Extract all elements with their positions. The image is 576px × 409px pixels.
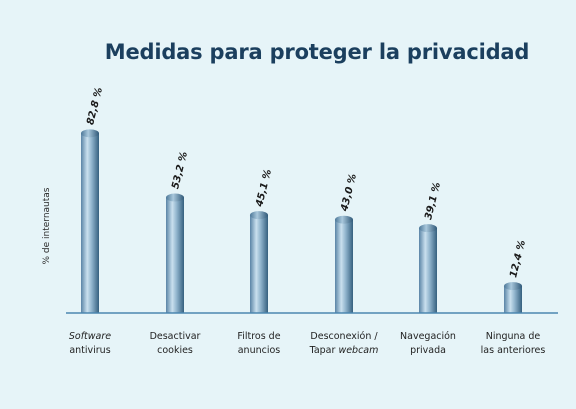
bar bbox=[81, 129, 99, 313]
bar-body bbox=[504, 286, 522, 313]
bar bbox=[504, 282, 522, 313]
data-label: 12,4 % bbox=[508, 239, 528, 279]
category-label: Tapar webcam bbox=[309, 345, 379, 356]
bar bbox=[166, 193, 184, 313]
bar bbox=[250, 211, 268, 313]
category-label: Desconexión / bbox=[310, 331, 378, 342]
category-label: Software bbox=[69, 331, 111, 342]
category-label: privada bbox=[410, 345, 446, 356]
bar-cap bbox=[419, 224, 437, 233]
chart-title: Medidas para proteger la privacidad bbox=[104, 40, 530, 64]
bar-body bbox=[335, 219, 353, 313]
bar-cap bbox=[250, 211, 268, 220]
category-label: las anteriores bbox=[481, 345, 546, 356]
bar-cap bbox=[335, 215, 353, 224]
category-label: Desactivar bbox=[150, 331, 201, 342]
bar bbox=[335, 215, 353, 313]
data-label: 82,8 % bbox=[85, 86, 105, 126]
category-label: cookies bbox=[157, 345, 193, 356]
category-label: Filtros de bbox=[237, 331, 280, 342]
bar-body bbox=[250, 215, 268, 313]
bar-body bbox=[419, 228, 437, 313]
category-label: Navegación bbox=[400, 331, 456, 342]
bar-cap bbox=[81, 129, 99, 138]
bar-cap bbox=[166, 193, 184, 202]
bar-cap bbox=[504, 282, 522, 291]
category-label: Ninguna de bbox=[486, 331, 541, 342]
category-label: antivirus bbox=[69, 345, 110, 356]
data-label: 53,2 % bbox=[170, 151, 190, 191]
data-label: 39,1 % bbox=[423, 181, 443, 221]
category-label: anuncios bbox=[238, 345, 281, 356]
data-label: 43,0 % bbox=[339, 173, 359, 214]
bar-body bbox=[166, 197, 184, 313]
bar bbox=[419, 224, 437, 313]
data-label: 45,1 % bbox=[254, 168, 274, 209]
bar-body bbox=[81, 133, 99, 313]
